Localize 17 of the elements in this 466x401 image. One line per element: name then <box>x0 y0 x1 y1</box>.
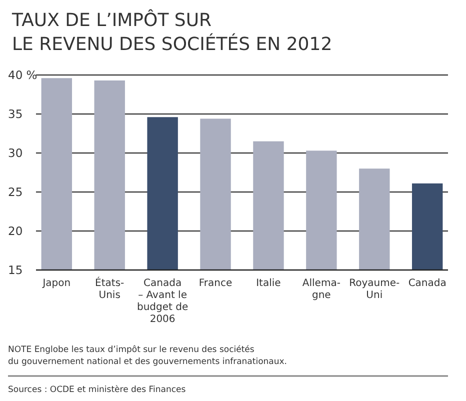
chart-title: TAUX DE L’IMPÔT SUR LE REVENU DES SOCIÉTÉS EN 2012 <box>11 9 332 55</box>
x-tick-label: Allema- gne <box>302 278 341 301</box>
source-note: Sources : OCDE et ministère des Finances <box>8 385 186 395</box>
x-tick-label: Royaume- Uni <box>349 278 400 301</box>
y-tick-label: 35 <box>8 107 23 121</box>
x-tick-label: Japon <box>42 278 71 289</box>
y-tick-label: 15 <box>8 263 23 277</box>
y-tick-label: 30 <box>8 146 23 160</box>
y-tick-label: 20 <box>8 224 23 238</box>
text: NOTE Englobe les taux d’impôt sur le revenu des sociétés du gouvernement national et des gouvernements infranationaux. <box>8 345 288 367</box>
x-tick-label: Canada – Avant le budget de 2006 <box>136 278 188 325</box>
y-tick-label: 40 % <box>8 68 38 82</box>
x-tick-label: Canada <box>408 278 446 289</box>
x-tick-label: France <box>198 278 232 289</box>
y-tick-label: 25 <box>8 185 23 199</box>
x-tick-label: Italie <box>256 278 281 289</box>
x-tick-label: États- Unis <box>95 276 125 301</box>
